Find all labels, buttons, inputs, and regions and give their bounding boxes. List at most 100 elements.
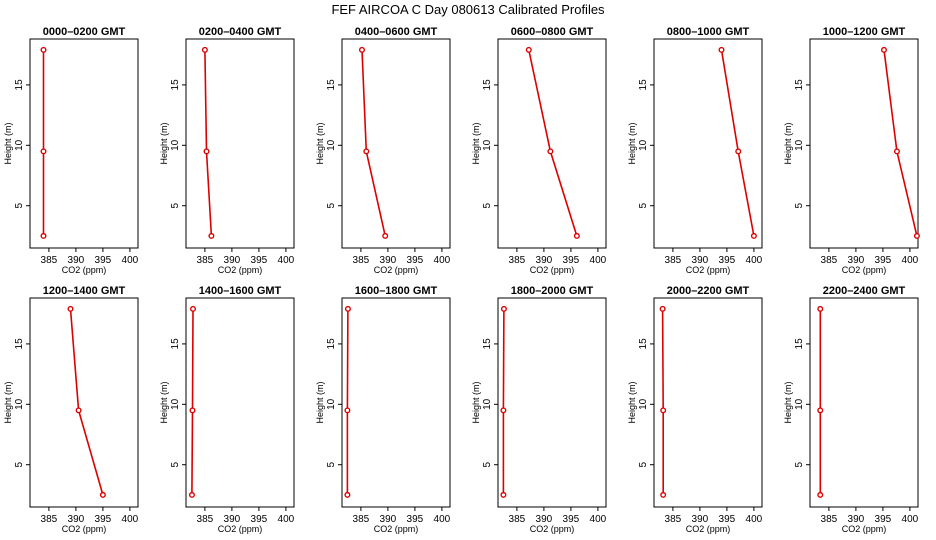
plot-frame [29, 38, 139, 249]
data-point [188, 491, 195, 498]
data-point [913, 232, 920, 239]
x-tick-label: 390 [380, 514, 397, 525]
data-point [189, 407, 196, 414]
x-tick-label: 395 [563, 255, 580, 266]
panel-title: 0200–0400 GMT [199, 26, 282, 38]
x-tick-label: 385 [509, 255, 526, 266]
panel: 0600–0800 GMT 385 390 395 400 5 10 15 CO2 (ppm) H… [471, 26, 607, 275]
x-tick-label: 385 [509, 514, 526, 525]
data-point [817, 407, 824, 414]
panel: 2200–2400 GMT 385 390 395 400 5 10 15 CO2 (ppm) H… [783, 285, 919, 534]
data-point [67, 305, 74, 312]
x-axis-label: CO2 (ppm) [62, 265, 107, 275]
x-tick-label: 395 [95, 255, 112, 266]
x-tick-label: 395 [407, 514, 424, 525]
profile-line [361, 49, 386, 237]
y-tick-label: 15 [170, 79, 181, 91]
profile-line [204, 49, 213, 236]
x-tick-label: 385 [41, 514, 58, 525]
y-tick-label: 10 [482, 139, 493, 151]
x-tick-label: 390 [536, 514, 553, 525]
y-axis-label: Height (m) [159, 122, 169, 164]
plot-frame [653, 297, 763, 508]
plot-frame [185, 38, 295, 249]
x-tick-label: 385 [821, 514, 838, 525]
data-point [573, 232, 580, 239]
plot-frame [809, 38, 919, 249]
x-tick-label: 385 [41, 255, 58, 266]
x-tick-label: 400 [434, 514, 451, 525]
x-tick-label: 395 [875, 514, 892, 525]
panel: 1400–1600 GMT 385 390 395 400 5 10 15 CO2 (ppm) H… [159, 285, 295, 534]
y-tick-label: 5 [14, 202, 25, 208]
y-tick-label: 5 [14, 461, 25, 467]
panel-title: 0000–0200 GMT [43, 26, 126, 38]
data-point [40, 148, 47, 155]
y-tick-label: 5 [638, 461, 649, 467]
profile-line [191, 308, 194, 495]
y-tick-label: 10 [638, 398, 649, 410]
data-point [344, 491, 351, 498]
y-tick-label: 10 [326, 398, 337, 410]
data-point [750, 232, 757, 239]
x-tick-label: 400 [746, 514, 763, 525]
data-point [500, 491, 507, 498]
x-tick-label: 395 [95, 514, 112, 525]
x-tick-label: 390 [848, 514, 865, 525]
panel: 1600–1800 GMT 385 390 395 400 5 10 15 CO2 (ppm) H… [315, 285, 451, 534]
data-point [547, 148, 554, 155]
profile-line [528, 49, 578, 237]
data-point [880, 46, 887, 53]
x-axis-label: CO2 (ppm) [530, 524, 575, 534]
profile-line [69, 308, 104, 496]
y-tick-label: 5 [794, 202, 805, 208]
panel: 0400–0600 GMT 385 390 395 400 5 10 15 CO2 (ppm) H… [315, 26, 451, 275]
y-tick-label: 15 [638, 79, 649, 91]
x-tick-label: 400 [122, 514, 139, 525]
y-axis-label: Height (m) [471, 381, 481, 423]
y-axis-label: Height (m) [315, 122, 325, 164]
y-tick-label: 5 [170, 461, 181, 467]
x-axis-label: CO2 (ppm) [686, 524, 731, 534]
panel: 2000–2200 GMT 385 390 395 400 5 10 15 CO2 (ppm) H… [627, 285, 763, 534]
profile-line [502, 308, 505, 495]
data-point [203, 148, 210, 155]
y-tick-label: 15 [326, 338, 337, 350]
x-tick-label: 390 [692, 514, 709, 525]
y-tick-label: 5 [170, 202, 181, 208]
x-tick-label: 400 [746, 255, 763, 266]
data-point [660, 407, 667, 414]
panel: 0800–1000 GMT 385 390 395 400 5 10 15 CO2 (ppm) H… [627, 26, 763, 275]
y-tick-label: 15 [14, 79, 25, 91]
y-tick-label: 5 [482, 461, 493, 467]
plot-frame [185, 297, 295, 508]
plot-frame [497, 38, 607, 249]
data-point [525, 46, 532, 53]
y-axis-label: Height (m) [3, 381, 13, 423]
x-tick-label: 400 [434, 255, 451, 266]
y-axis-label: Height (m) [627, 381, 637, 423]
x-tick-label: 395 [875, 255, 892, 266]
x-tick-label: 390 [224, 514, 241, 525]
y-axis-label: Height (m) [3, 122, 13, 164]
x-tick-label: 395 [719, 255, 736, 266]
panel: 1200–1400 GMT 385 390 395 400 5 10 15 CO2 (ppm) H… [3, 285, 139, 534]
y-tick-label: 10 [794, 398, 805, 410]
y-tick-label: 5 [326, 461, 337, 467]
plot-frame [497, 297, 607, 508]
x-tick-label: 390 [380, 255, 397, 266]
panel-title: 1600–1800 GMT [355, 285, 438, 297]
panel-title: 2000–2200 GMT [667, 285, 750, 297]
panel-title: 1400–1600 GMT [199, 285, 282, 297]
x-tick-label: 400 [902, 514, 919, 525]
x-tick-label: 395 [251, 255, 268, 266]
profile-line [661, 308, 665, 495]
panel: 0200–0400 GMT 385 390 395 400 5 10 15 CO2 (ppm) H… [159, 26, 295, 275]
data-point [99, 491, 106, 498]
panel: 1000–1200 GMT 385 390 395 400 5 10 15 CO2 (ppm) H… [783, 26, 920, 275]
x-tick-label: 400 [278, 514, 295, 525]
data-point [75, 407, 82, 414]
y-tick-label: 10 [326, 139, 337, 151]
plot-frame [341, 38, 451, 249]
panel: 1800–2000 GMT 385 390 395 400 5 10 15 CO2 (ppm) H… [471, 285, 607, 534]
